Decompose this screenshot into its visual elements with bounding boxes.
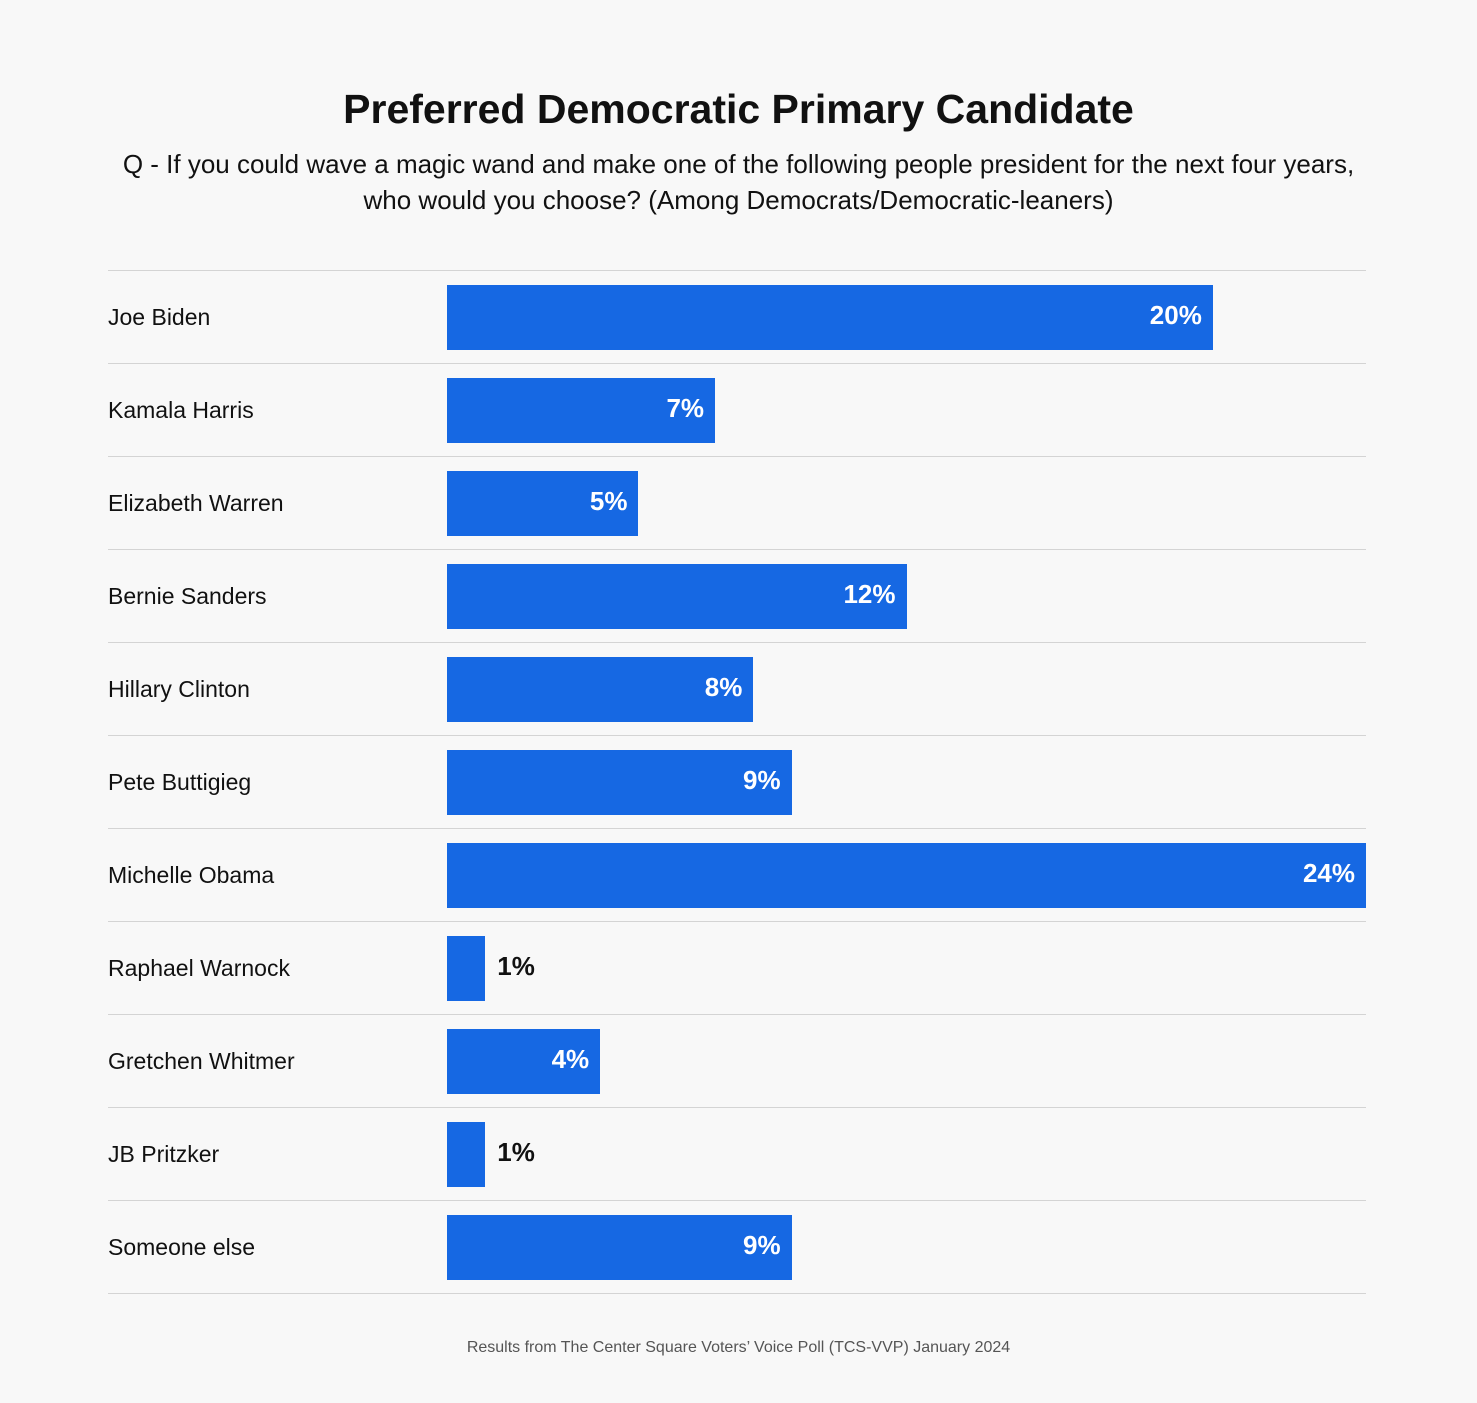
bar-row: Raphael Warnock 1% <box>108 921 1366 1014</box>
bar <box>447 1215 792 1280</box>
bar <box>447 1029 601 1094</box>
value-label: 20% <box>1149 300 1202 330</box>
category-label: Joe Biden <box>108 304 211 330</box>
bar-row: Someone else 9% <box>108 1200 1366 1294</box>
bar <box>447 657 754 722</box>
value-label: 1% <box>497 951 535 981</box>
category-label: Bernie Sanders <box>108 583 267 609</box>
bar <box>447 378 716 443</box>
category-label: Kamala Harris <box>108 397 254 423</box>
chart-subtitle: Q - If you could wave a magic wand and m… <box>122 149 1355 215</box>
category-label: Someone else <box>108 1234 256 1260</box>
category-label: Raphael Warnock <box>108 955 290 981</box>
bar-row: Joe Biden 20% <box>108 270 1366 363</box>
bar-row: Michelle Obama 24% <box>108 828 1366 921</box>
value-label: 12% <box>843 579 896 609</box>
source-footer: Results from The Center Square Voters’ V… <box>466 1339 1011 1356</box>
bar-row: JB Pritzker 1% <box>108 1107 1366 1200</box>
bar <box>447 471 639 536</box>
bar-row: Elizabeth Warren 5% <box>108 456 1366 549</box>
category-label: Pete Buttigieg <box>108 769 252 795</box>
category-label: Michelle Obama <box>108 862 275 888</box>
value-label: 9% <box>743 1230 781 1260</box>
bar <box>447 564 907 629</box>
category-label: Hillary Clinton <box>108 676 250 702</box>
value-label: 24% <box>1302 858 1355 888</box>
bar-row: Hillary Clinton 8% <box>108 642 1366 735</box>
value-label: 1% <box>497 1137 535 1167</box>
bar-row: Bernie Sanders 12% <box>108 549 1366 642</box>
bar <box>447 936 486 1001</box>
bar-row: Gretchen Whitmer 4% <box>108 1014 1366 1107</box>
value-label: 5% <box>589 486 628 516</box>
bar <box>447 285 1213 350</box>
value-label: 8% <box>704 672 743 702</box>
bar-chart: Joe Biden 20% Kamala Harris 7% Elizabeth War… <box>108 270 1366 1294</box>
chart-title: Preferred Democratic Primary Candidate <box>343 86 1134 132</box>
bar-row: Pete Buttigieg 9% <box>108 735 1366 828</box>
category-label: Gretchen Whitmer <box>108 1048 295 1074</box>
bar <box>447 750 792 815</box>
value-label: 7% <box>666 393 705 423</box>
bar <box>447 1122 486 1187</box>
value-label: 4% <box>551 1044 590 1074</box>
bar <box>447 843 1366 908</box>
category-label: JB Pritzker <box>108 1141 220 1167</box>
category-label: Elizabeth Warren <box>108 490 284 516</box>
bar-row: Kamala Harris 7% <box>108 363 1366 456</box>
value-label: 9% <box>743 765 781 795</box>
